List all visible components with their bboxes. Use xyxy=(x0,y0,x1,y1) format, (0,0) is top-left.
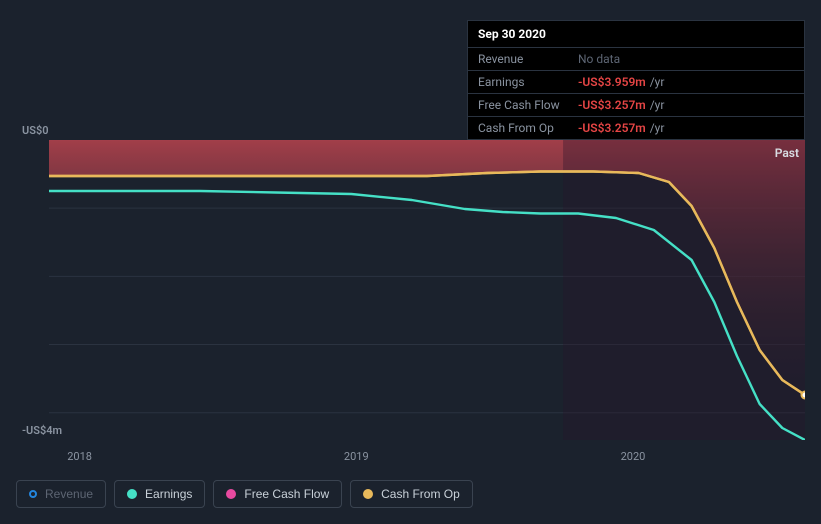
legend: Revenue Earnings Free Cash Flow Cash Fro… xyxy=(16,480,473,508)
tooltip-value: -US$3.257m xyxy=(578,121,646,135)
x-axis-label: 2018 xyxy=(67,450,92,463)
tooltip-label: Free Cash Flow xyxy=(478,98,578,112)
tooltip-unit: /yr xyxy=(650,121,665,135)
tooltip-label: Revenue xyxy=(478,52,578,66)
legend-item-revenue[interactable]: Revenue xyxy=(16,480,106,508)
legend-label: Free Cash Flow xyxy=(244,487,329,501)
legend-item-cfo[interactable]: Cash From Op xyxy=(350,480,473,508)
tooltip-value: -US$3.257m xyxy=(578,98,646,112)
legend-label: Cash From Op xyxy=(381,487,460,501)
legend-label: Earnings xyxy=(145,487,192,501)
chart-svg xyxy=(49,140,805,440)
tooltip-row-earnings: Earnings -US$3.959m /yr xyxy=(468,70,804,93)
tooltip-date: Sep 30 2020 xyxy=(468,21,804,47)
x-axis-label: 2020 xyxy=(621,450,646,463)
legend-label: Revenue xyxy=(45,487,93,501)
tooltip-value: No data xyxy=(578,52,620,66)
legend-item-earnings[interactable]: Earnings xyxy=(114,480,205,508)
tooltip-value: -US$3.959m xyxy=(578,75,646,89)
tooltip-box: Sep 30 2020 Revenue No data Earnings -US… xyxy=(467,20,805,140)
y-axis-label-top: US$0 xyxy=(22,124,49,137)
plot-region[interactable]: Past xyxy=(49,140,805,440)
past-label: Past xyxy=(775,146,799,160)
legend-swatch xyxy=(29,490,37,498)
tooltip-row-revenue: Revenue No data xyxy=(468,47,804,70)
legend-swatch xyxy=(363,489,373,499)
tooltip-unit: /yr xyxy=(650,98,665,112)
tooltip-label: Earnings xyxy=(478,75,578,89)
legend-swatch xyxy=(226,489,236,499)
chart-area: US$0 -US$4m Past 2018 2019 2020 xyxy=(16,120,805,466)
legend-item-fcf[interactable]: Free Cash Flow xyxy=(213,480,342,508)
tooltip-row-fcf: Free Cash Flow -US$3.257m /yr xyxy=(468,93,804,116)
tooltip-row-cfo: Cash From Op -US$3.257m /yr xyxy=(468,116,804,139)
tooltip-unit: /yr xyxy=(650,75,665,89)
tooltip-label: Cash From Op xyxy=(478,121,578,135)
x-axis-label: 2019 xyxy=(344,450,369,463)
legend-swatch xyxy=(127,489,137,499)
